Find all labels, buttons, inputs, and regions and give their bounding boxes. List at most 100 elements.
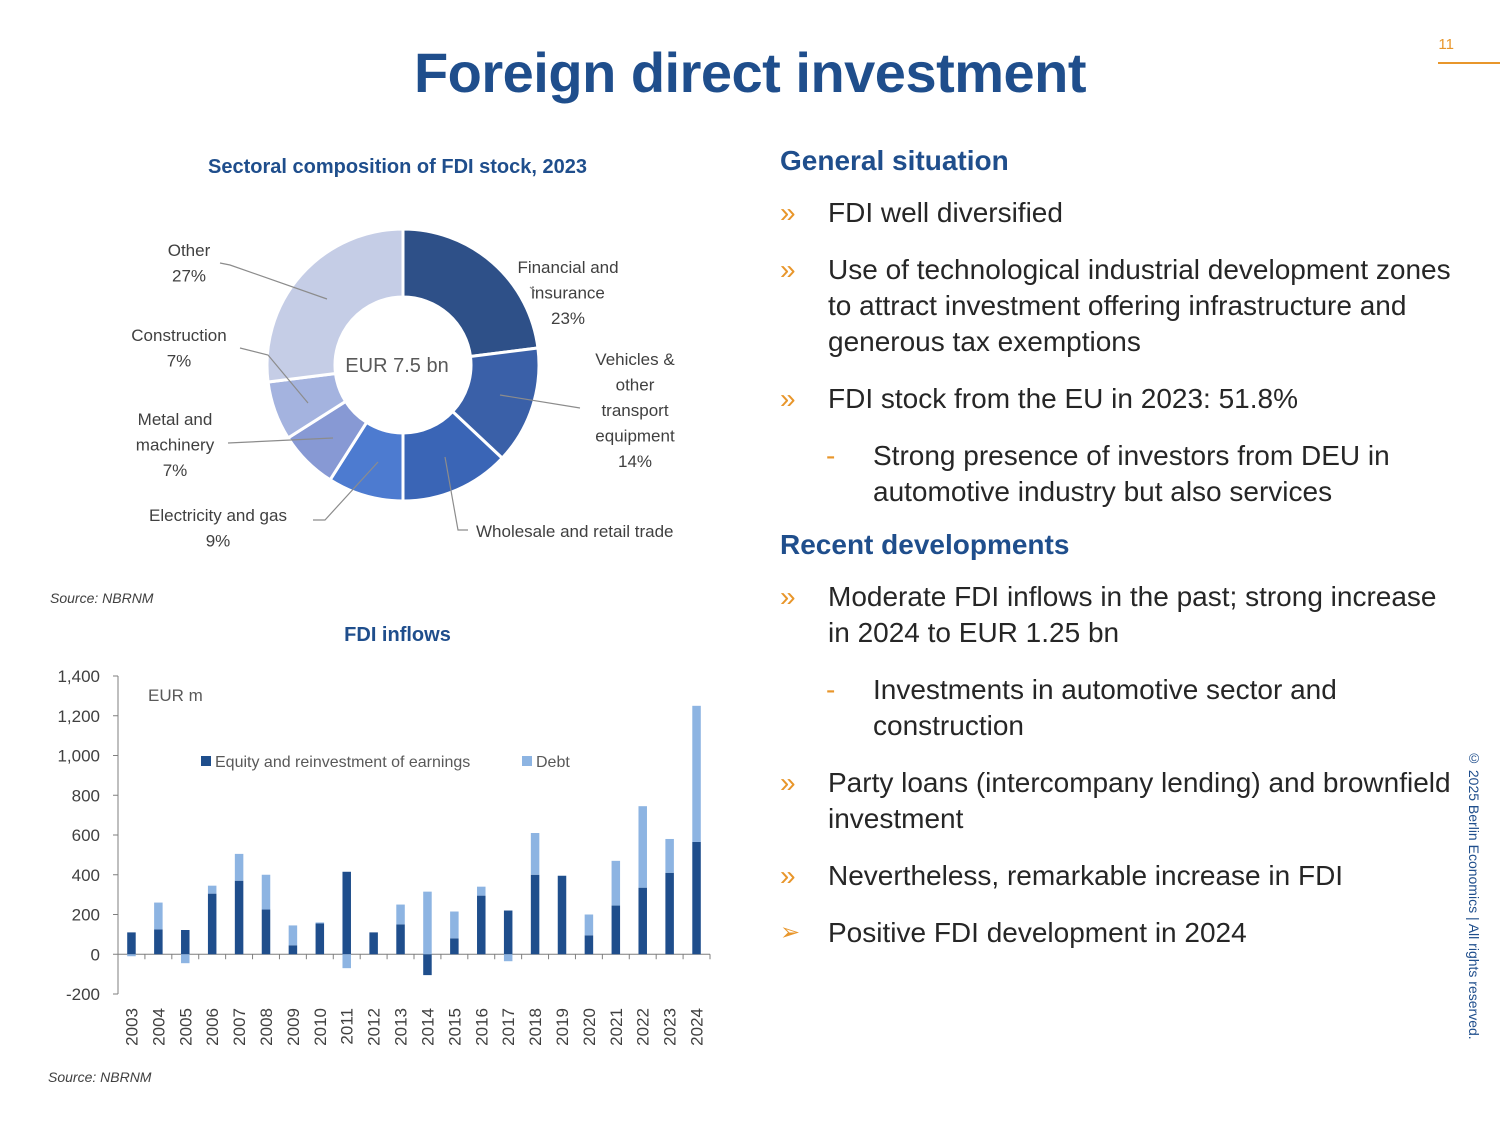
donut-slice-label: Metal and machinery 7%: [136, 410, 215, 480]
debt-bar: [396, 904, 405, 925]
equity-bar: [530, 874, 540, 955]
y-tick-label: 0: [91, 945, 100, 964]
debt-bar: [477, 886, 486, 896]
general-situation-heading: General situation: [780, 145, 1009, 176]
recent-bullet-text: Party loans (intercompany lending) and b…: [828, 767, 1451, 834]
equity-bar: [423, 954, 432, 976]
equity-bar: [369, 932, 378, 955]
debt-bar: [450, 911, 459, 939]
debt-bar: [315, 922, 325, 924]
right-column: General situation » FDI well diversified…: [780, 145, 1460, 951]
debt-bar: [692, 705, 701, 842]
y-tick-label: 1,400: [57, 667, 100, 686]
x-tick-label: 2019: [553, 1008, 572, 1046]
donut-slice-label: Construction 7%: [131, 326, 226, 371]
debt-bar: [127, 954, 136, 957]
donut-leader-line: [313, 461, 379, 521]
x-tick-label: 2005: [176, 1008, 195, 1046]
equity-bar: [396, 924, 405, 955]
equity-bar: [557, 875, 567, 955]
x-tick-label: 2018: [526, 1008, 545, 1046]
equity-bar: [611, 905, 621, 955]
legend-swatch-equity: [201, 756, 211, 766]
debt-bar: [638, 806, 647, 888]
donut-slice-label: Other 27%: [168, 241, 211, 286]
page-title: Foreign direct investment: [413, 41, 1087, 104]
fdi-inflows-bar-chart: -200 0 200 400 600 800 1,000 1,200 1,400 2003 2004…: [57, 667, 711, 1046]
conclusion-bullet: ➢ Positive FDI development in 2024: [780, 915, 1460, 951]
y-tick-label: 1,000: [57, 747, 100, 766]
equity-bar: [315, 923, 325, 955]
copyright-notice: © 2025 Berlin Economics | All rights res…: [1466, 750, 1482, 1040]
debt-bar: [288, 925, 298, 946]
x-tick-label: 2010: [311, 1008, 330, 1046]
bar-chart-title: FDI inflows: [344, 624, 451, 646]
donut-slice-label: Wholesale and retail trade: [476, 522, 674, 541]
y-tick-label: 800: [72, 786, 100, 805]
general-bullet-text: Use of technological industrial developm…: [828, 254, 1451, 357]
recent-bullet-3: » Nevertheless, remarkable increase in F…: [780, 858, 1460, 894]
general-bullet-text: FDI stock from the EU in 2023: 51.8%: [828, 383, 1298, 414]
y-tick-label: 200: [72, 906, 100, 925]
donut-leader-line: [529, 286, 536, 292]
sector-donut-chart: Financial and insurance 23% Vehicles & other…: [131, 227, 675, 551]
x-tick-label: 2007: [230, 1008, 249, 1046]
donut-slice-label: Electricity and gas 9%: [149, 506, 287, 551]
donut-slice-label: Financial and insurance 23%: [517, 258, 618, 328]
donut-slice: [265, 227, 405, 384]
debt-bar: [207, 885, 217, 894]
general-bullet-2: » Use of technological industrial develo…: [780, 252, 1460, 360]
debt-bar: [611, 860, 621, 906]
bullet-marker: »: [780, 383, 796, 414]
equity-bar: [665, 872, 674, 955]
general-bullet-3: » FDI stock from the EU in 2023: 51.8%: [780, 381, 1460, 417]
debt-bar: [423, 891, 432, 955]
x-tick-label: 2017: [499, 1008, 518, 1046]
general-bullet-1: » FDI well diversified: [780, 195, 1460, 231]
x-tick-label: 2008: [257, 1008, 276, 1046]
y-tick-label: 1,200: [57, 707, 100, 726]
x-tick-label: 2004: [149, 1008, 168, 1046]
equity-bar: [477, 895, 486, 955]
donut-leader-line: [499, 394, 581, 409]
equity-bar: [450, 938, 459, 955]
donut-leader-line: [239, 347, 309, 404]
debt-bar: [154, 902, 163, 930]
sub-bullet-marker: -: [826, 674, 836, 705]
x-tick-label: 2016: [472, 1008, 491, 1046]
general-sub-bullet: - Strong presence of investors from DEU …: [780, 438, 1460, 510]
donut-source: Source: NBRNM: [50, 590, 154, 606]
equity-bar: [207, 893, 217, 955]
page-number: 11: [1438, 36, 1454, 53]
donut-slice: [401, 227, 540, 359]
donut-leader-line: [444, 456, 468, 531]
equity-bar: [234, 880, 244, 955]
x-tick-label: 2022: [634, 1008, 653, 1046]
recent-bullet-1: » Moderate FDI inflows in the past; stro…: [780, 579, 1460, 651]
recent-sub-text: Investments in automotive sector and con…: [873, 674, 1337, 741]
x-tick-label: 2009: [284, 1008, 303, 1046]
bullet-marker: »: [780, 860, 796, 891]
page-number-rule: [1438, 62, 1500, 64]
legend-swatch-debt: [522, 756, 532, 766]
donut-slice-label: Vehicles & other transport equipment 14%: [595, 350, 675, 471]
equity-bar: [288, 945, 298, 955]
x-tick-label: 2003: [122, 1008, 141, 1046]
equity-bar: [638, 887, 647, 955]
sub-bullet-marker: -: [826, 440, 836, 471]
y-tick-label: 400: [72, 866, 100, 885]
x-tick-label: 2021: [607, 1008, 626, 1046]
equity-bar: [342, 871, 351, 955]
arrow-icon: ➢: [780, 919, 801, 946]
legend-label-debt: Debt: [536, 754, 570, 771]
debt-bar: [261, 874, 271, 910]
donut-leader-line: [227, 437, 334, 444]
donut-leader-line: [219, 262, 328, 300]
recent-bullet-2: » Party loans (intercompany lending) and…: [780, 765, 1460, 837]
bar-source: Source: NBRNM: [48, 1069, 152, 1085]
y-tick-label: -200: [66, 985, 100, 1004]
equity-bar: [261, 909, 271, 955]
recent-bullet-text: Moderate FDI inflows in the past; strong…: [828, 581, 1437, 648]
equity-bar: [692, 841, 701, 955]
debt-bar: [665, 838, 674, 873]
